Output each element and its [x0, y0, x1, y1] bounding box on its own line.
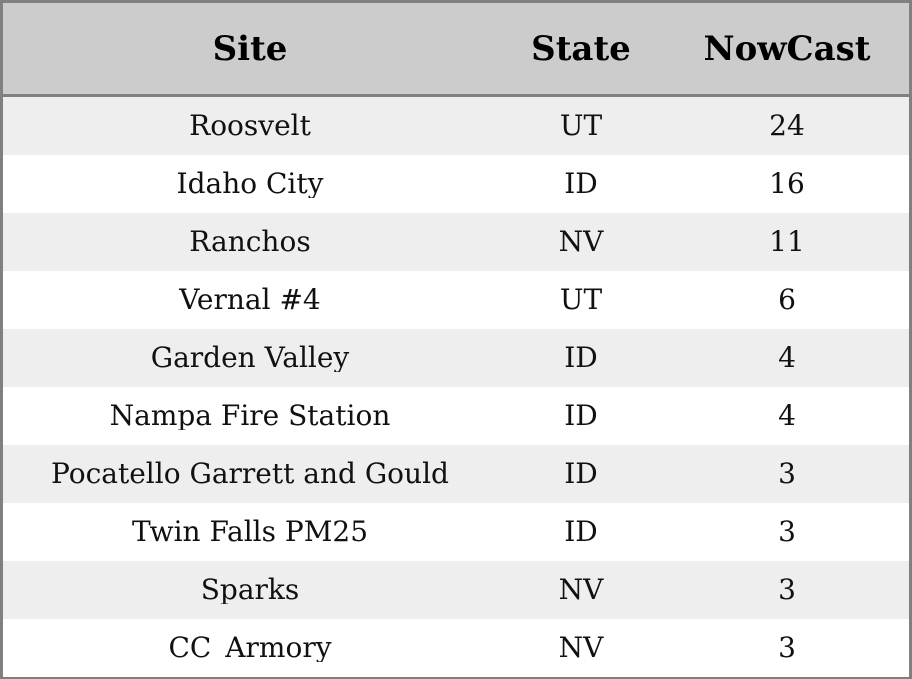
cell-state: ID [564, 518, 598, 546]
cell-site: CC_Armory [168, 634, 332, 662]
cell-state: UT [559, 286, 603, 314]
column-header-site[interactable]: Site [212, 28, 288, 69]
cell-nowcast: 3 [778, 518, 796, 546]
cell-site: Twin Falls PM25 [131, 518, 369, 546]
table-row[interactable]: Nampa Fire Station ID 4 [3, 387, 909, 445]
cell-site: Sparks [200, 576, 300, 604]
cell-nowcast: 4 [778, 402, 796, 430]
cell-site: Nampa Fire Station [109, 402, 391, 430]
cell-site: Garden Valley [150, 344, 350, 372]
table-row[interactable]: Vernal #4 UT 6 [3, 271, 909, 329]
table-row[interactable]: Roosvelt UT 24 [3, 97, 909, 155]
table-row[interactable]: Ranchos NV 11 [3, 213, 909, 271]
cell-state: ID [564, 402, 598, 430]
cell-state: NV [558, 228, 604, 256]
table-row[interactable]: Twin Falls PM25 ID 3 [3, 503, 909, 561]
table-row[interactable]: Sparks NV 3 [3, 561, 909, 619]
cell-state: ID [564, 170, 598, 198]
cell-nowcast: 6 [778, 286, 796, 314]
cell-state: NV [558, 634, 604, 662]
cell-site: Ranchos [189, 228, 311, 256]
cell-nowcast: 3 [778, 634, 796, 662]
cell-nowcast: 4 [778, 344, 796, 372]
cell-nowcast: 3 [778, 460, 796, 488]
cell-site: Idaho City [176, 170, 324, 198]
cell-site: Vernal #4 [179, 286, 321, 314]
table-row[interactable]: Idaho City ID 16 [3, 155, 909, 213]
cell-state: UT [559, 112, 603, 140]
cell-state: ID [564, 460, 598, 488]
table-body: Roosvelt UT 24 Idaho City ID 16 Ranchos … [3, 97, 909, 677]
column-header-nowcast[interactable]: NowCast [703, 28, 871, 69]
column-header-state[interactable]: State [531, 28, 631, 69]
cell-nowcast: 11 [769, 228, 805, 256]
cell-nowcast: 16 [769, 170, 805, 198]
table-row[interactable]: CC_Armory NV 3 [3, 619, 909, 677]
table-row[interactable]: Garden Valley ID 4 [3, 329, 909, 387]
cell-nowcast: 3 [778, 576, 796, 604]
table-row[interactable]: Pocatello Garrett and Gould ID 3 [3, 445, 909, 503]
table-header-row: Site State NowCast [3, 3, 909, 97]
cell-site: Pocatello Garrett and Gould [51, 460, 449, 488]
cell-site: Roosvelt [189, 112, 311, 140]
cell-state: ID [564, 344, 598, 372]
cell-state: NV [558, 576, 604, 604]
cell-nowcast: 24 [769, 112, 805, 140]
